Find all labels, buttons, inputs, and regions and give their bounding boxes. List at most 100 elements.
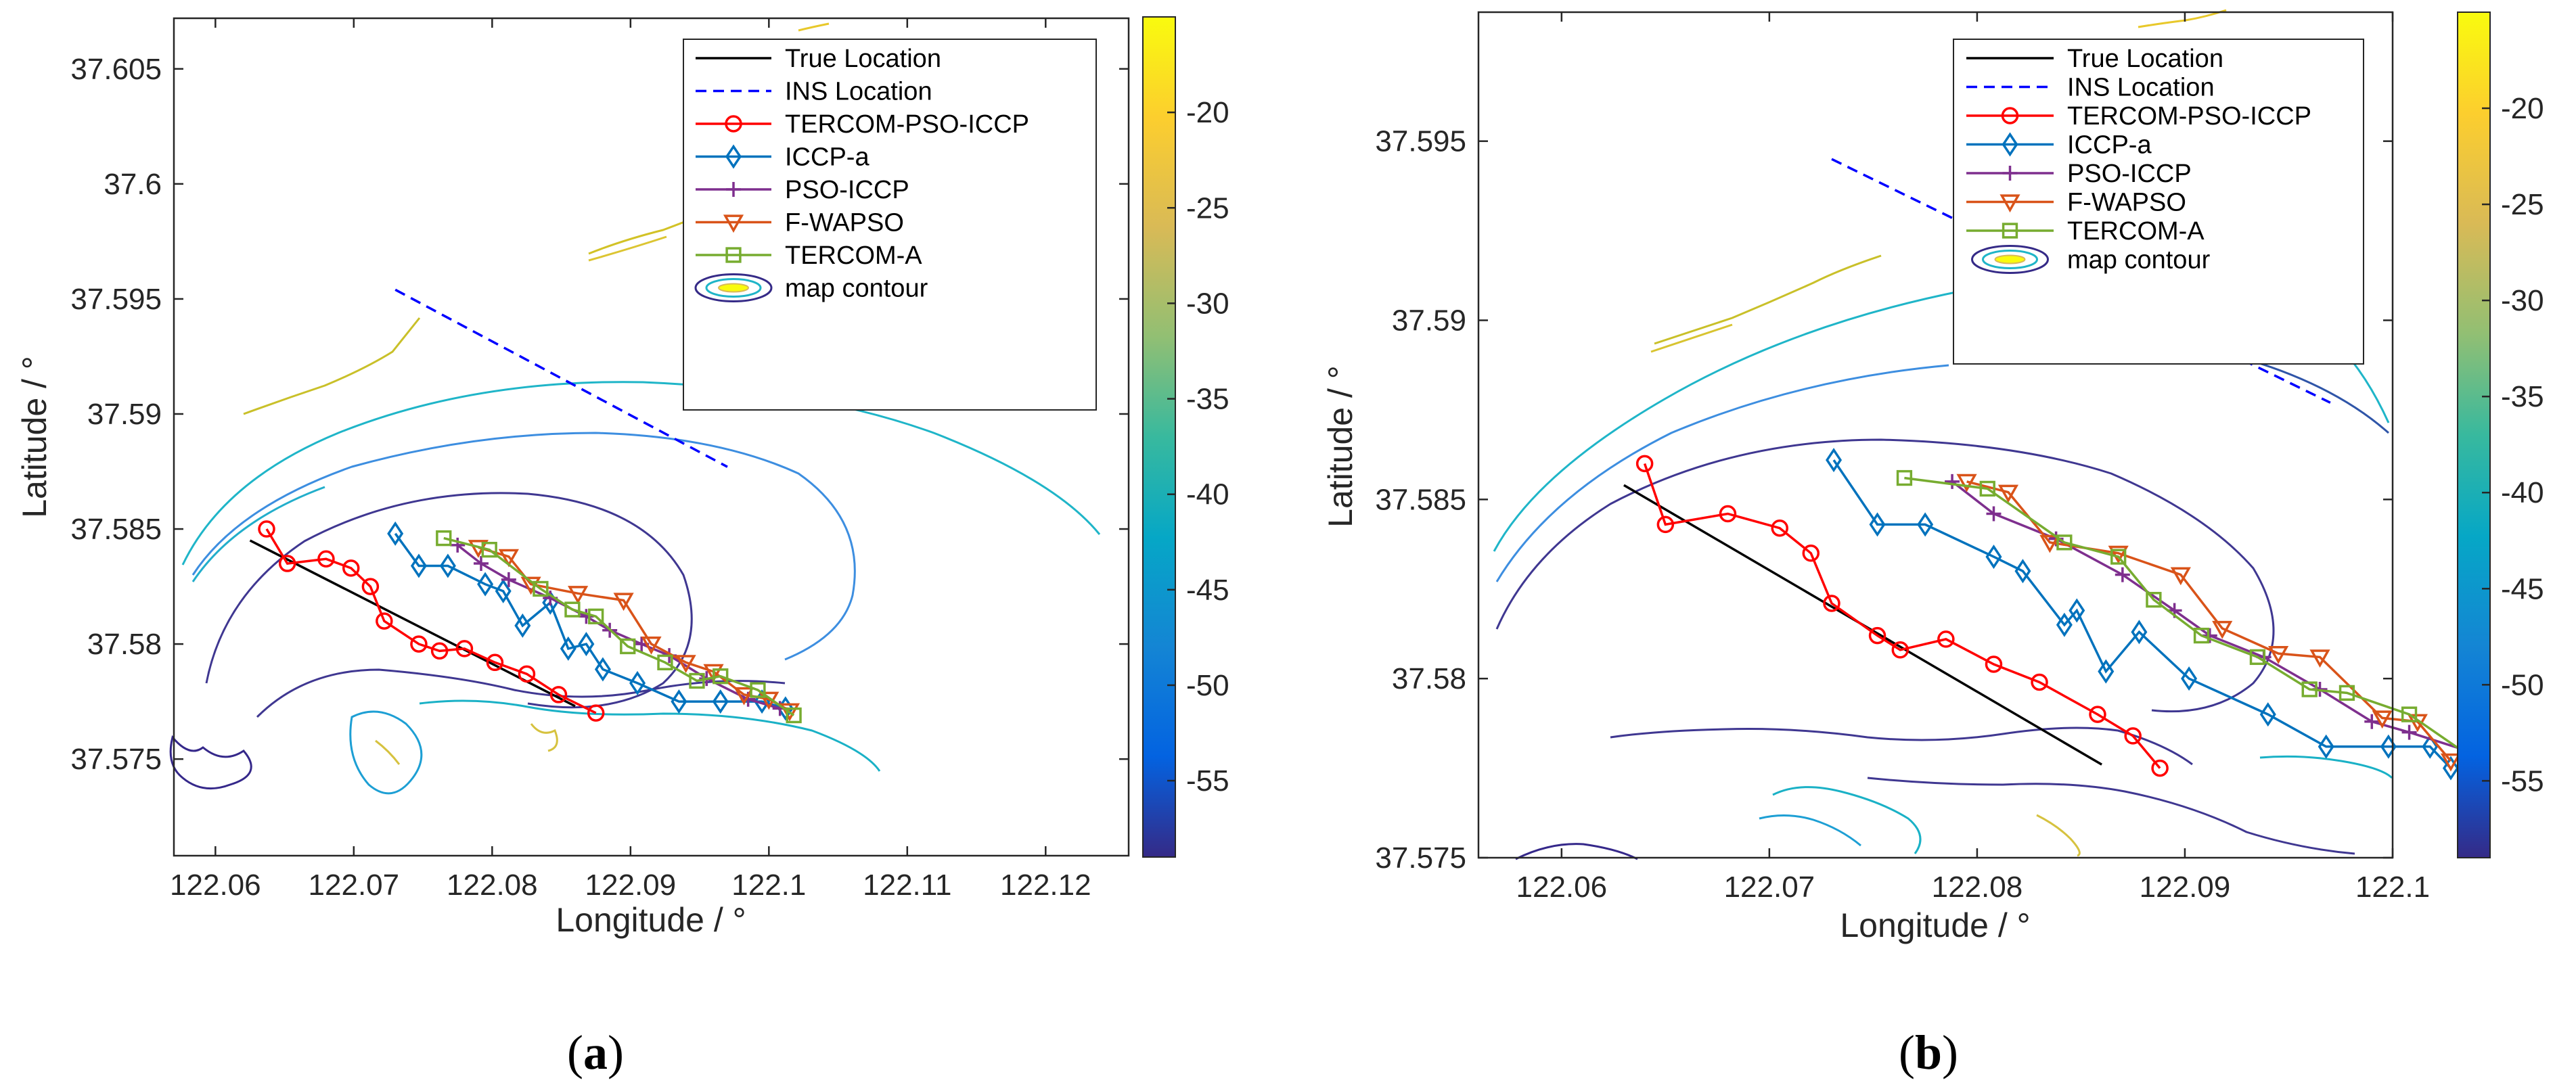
legend-label: map contour [785,275,928,303]
colorbar-tick-label: -25 [1186,191,1229,225]
legend-marker [726,182,741,197]
legend-label: True Location [785,45,941,73]
contour-shallow-1 [1654,254,1882,345]
series-line [265,528,597,714]
series-line [1904,476,2472,759]
data-point [2212,620,2233,639]
data-point [439,553,456,578]
data-point [588,608,604,624]
legend-label: PSO-ICCP [2067,160,2192,188]
legend-item: F-WAPSO [1966,189,2186,217]
y-tick-label: 37.605 [70,53,162,86]
data-point [2401,706,2418,722]
data-point [278,555,296,572]
map-contours-a [169,22,1101,795]
data-point [1896,469,1913,486]
series-line [1966,480,2452,762]
colorbar-tick-label: -40 [1186,478,1229,511]
data-point [2056,612,2073,637]
data-point [1985,545,2002,570]
data-point [2069,598,2085,623]
data-point [1823,595,1840,612]
contour-deep-3 [169,735,252,790]
y-tick-label: 37.59 [1392,304,1466,338]
data-point [1869,512,1886,537]
data-point [1826,448,1843,473]
data-point [1945,474,1960,489]
contour-mid-2 [1495,364,1949,582]
data-point [786,707,802,724]
caption-letter-a: a [583,1025,608,1080]
x-tick-label: 122.06 [170,869,261,902]
plot-area-a [249,288,802,724]
legend-label: F-WAPSO [785,209,904,237]
data-point [1956,474,1977,492]
y-tick-label: 37.585 [1375,483,1466,516]
data-point [2056,534,2073,551]
colorbar-ticks-a: -20 -25 -30 -35 -40 -45 -50 -55 [1167,96,1229,798]
y-axis-label-a: Latitude / ° [16,356,53,518]
data-point [2318,734,2334,759]
contour-deep-2 [256,668,786,718]
contour-deep-4 [349,710,423,795]
data-point [1771,519,1788,537]
contour-deep-8 [2259,755,2393,779]
x-tick-label: 122.07 [309,869,400,902]
data-point [1635,455,1654,473]
legend-label: PSO-ICCP [785,176,909,204]
caption-b: (b) [1899,1025,1958,1080]
data-point [481,542,497,558]
legend-label: map contour [2067,246,2211,275]
contour-shallow-4 [798,22,830,32]
legend-item: map contour [1971,245,2211,275]
x-tick-label: 122.09 [585,869,677,902]
legend-item: PSO-ICCP [696,176,909,204]
legend-item: ICCP-a [696,143,869,172]
data-point [578,632,595,657]
data-point [1937,630,1955,648]
series-line [394,532,786,710]
data-point [455,640,474,657]
data-point [779,703,800,722]
x-tick-label: 122.11 [863,869,951,902]
data-point [2124,727,2142,745]
data-point [713,668,729,685]
axes-box-b [1477,11,2394,859]
data-point [594,657,611,682]
series-line [394,288,728,468]
legend-box-a [683,39,1097,411]
data-point [2181,666,2198,691]
legend-contour-outer [694,273,773,302]
legend-marker [725,144,742,169]
data-point [486,653,504,672]
colorbar-tick-label: -35 [2501,380,2544,413]
y-tick-label: 37.585 [70,513,162,546]
y-tick-label: 37.595 [70,283,162,316]
data-point [629,670,646,695]
contour-deep-4 [1772,786,1922,854]
legend-label: TERCOM-PSO-ICCP [2067,102,2311,131]
data-point [2131,620,2148,645]
legend-item: PSO-ICCP [1966,160,2192,188]
colorbar-tick-label: -40 [2501,476,2544,509]
legend-item: TERCOM-A [696,241,922,270]
data-point [579,609,594,624]
legend-marker [1999,194,2020,213]
contour-shallow-3 [588,235,667,262]
x-tick-label: 122.1 [731,869,806,902]
legend-label: TERCOM-A [785,241,922,270]
legend-item: map contour [694,273,928,303]
y-tick-label: 37.59 [87,398,162,431]
data-point [657,654,673,670]
data-point [376,612,393,630]
caption-letter-b: b [1915,1025,1942,1080]
colorbar-tick-label: -55 [1186,764,1229,798]
data-point [1917,512,1934,537]
contour-deep-6 [530,723,558,752]
data-point [2146,591,2162,608]
contour-mid-3 [191,486,325,582]
data-point [473,556,489,572]
legend-contour-inner [1994,254,2026,264]
data-point [750,682,766,698]
